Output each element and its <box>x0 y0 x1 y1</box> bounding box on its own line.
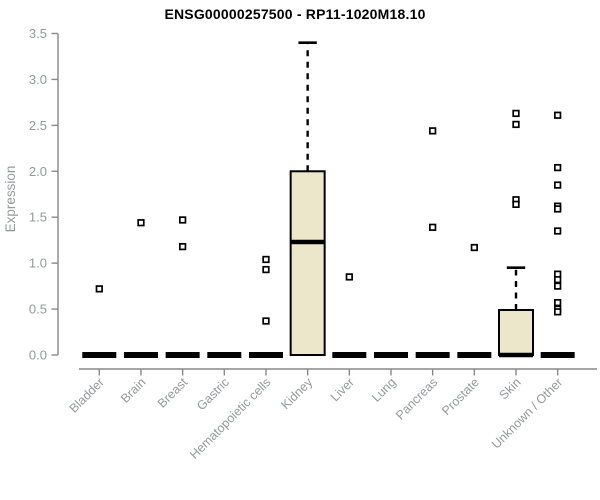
zero-bar <box>332 352 367 358</box>
x-category-label: Lung <box>369 375 399 405</box>
zero-bar <box>207 352 242 358</box>
outlier-point <box>429 127 437 135</box>
plot-glyphs: 0.0 0.5 1.0 1.5 2.0 2.5 3.0 3.5 Bladder Brain Brea… <box>29 26 597 462</box>
x-category-label: Unknown / Other <box>489 375 565 451</box>
y-tick-label: 3.5 <box>29 26 47 41</box>
x-category-label: Pancreas <box>393 375 440 422</box>
y-tick-label: 2.0 <box>29 164 47 179</box>
outlier-point <box>554 276 562 284</box>
zero-bar <box>540 352 575 358</box>
zero-bar <box>123 352 158 358</box>
y-tick-label: 0.5 <box>29 302 47 317</box>
outlier-point <box>554 205 562 213</box>
x-category-label: Bladder <box>67 375 107 415</box>
y-tick-label: 2.5 <box>29 118 47 133</box>
x-category-label: Hematopoietic cells <box>187 375 274 462</box>
outlier-point <box>512 200 520 208</box>
x-category-label: Liver <box>328 375 357 404</box>
x-category-label: Prostate <box>439 375 482 418</box>
outlier-point <box>262 265 270 274</box>
outlier-point <box>554 111 562 119</box>
y-tick-label: 3.0 <box>29 72 47 87</box>
x-category-label: Brain <box>118 375 149 406</box>
outlier-point <box>512 120 520 129</box>
outlier-point <box>178 216 187 224</box>
outlier-point <box>95 285 103 293</box>
x-category-label: Skin <box>497 375 524 402</box>
outlier-point <box>262 317 270 325</box>
box <box>498 308 534 356</box>
x-category-label: Breast <box>155 375 191 411</box>
box <box>289 170 326 356</box>
x-category-label: Gastric <box>194 375 232 413</box>
zero-bar <box>457 352 492 358</box>
outlier-point <box>470 243 478 252</box>
zero-bar <box>248 352 283 358</box>
outlier-point <box>345 273 353 281</box>
outlier-point <box>429 223 437 231</box>
y-tick-label: 0.0 <box>29 348 47 363</box>
outlier-point <box>178 242 187 251</box>
zero-bar <box>415 352 450 358</box>
zero-bar <box>373 352 408 358</box>
x-category-label: Kidney <box>278 375 315 412</box>
outlier-point <box>554 282 562 290</box>
y-tick-label: 1.0 <box>29 256 47 271</box>
outlier-point <box>554 298 562 307</box>
outlier-point <box>554 227 562 235</box>
outlier-point <box>262 255 270 264</box>
outlier-point <box>137 219 145 227</box>
chart-title: ENSG00000257500 - RP11-1020M18.10 <box>164 6 426 22</box>
y-tick-label: 1.5 <box>29 210 47 225</box>
outlier-point <box>554 308 562 316</box>
outlier-point <box>554 163 562 172</box>
outlier-point <box>512 109 520 118</box>
y-axis-label: Expression <box>3 166 18 233</box>
zero-bar <box>82 352 117 358</box>
zero-bar <box>165 352 200 358</box>
outlier-point <box>554 181 562 189</box>
